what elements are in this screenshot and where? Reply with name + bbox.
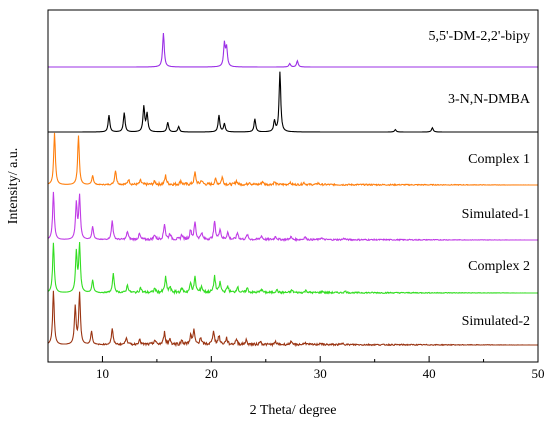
- plot-frame: [47, 9, 539, 363]
- trace-label-2: 3-N,N-DMBA: [448, 92, 531, 107]
- trace-label-6: Simulated-2: [462, 314, 530, 329]
- trace-label-1: 5,5'-DM-2,2'-bipy: [429, 29, 530, 44]
- x-tick-label-10: 10: [96, 366, 109, 381]
- trace-group: [48, 32, 538, 348]
- trace-label-3: Complex 1: [468, 152, 530, 167]
- trace-label-5: Complex 2: [468, 259, 530, 274]
- trace-label-4: Simulated-1: [462, 207, 530, 222]
- tick-group: 10 20 30 40 50: [96, 356, 545, 381]
- x-axis-label: 2 Theta/ degree: [250, 403, 337, 418]
- x-tick-label-30: 30: [314, 366, 327, 381]
- trace-line-2: [48, 71, 538, 133]
- trace-line-5: [48, 241, 538, 296]
- y-axis-label: Intensity/ a.u.: [6, 148, 21, 225]
- trace-line-4: [48, 191, 538, 242]
- x-tick-label-20: 20: [205, 366, 218, 381]
- trace-label-group: 5,5'-DM-2,2'-bipy 3-N,N-DMBA Complex 1 Simu…: [429, 29, 531, 329]
- x-tick-label-50: 50: [532, 366, 545, 381]
- trace-line-1: [48, 32, 538, 68]
- trace-line-3: [48, 132, 538, 187]
- x-tick-label-40: 40: [423, 366, 436, 381]
- trace-line-6: [48, 290, 538, 348]
